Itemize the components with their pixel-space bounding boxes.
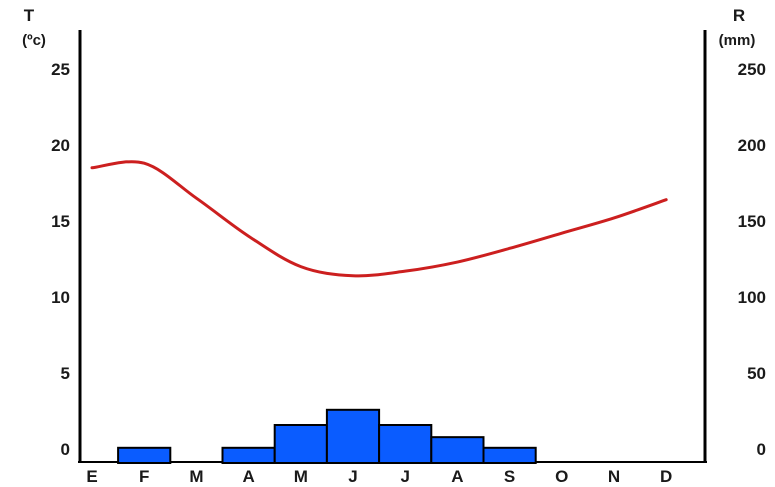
month-label: J xyxy=(348,467,357,486)
month-label: A xyxy=(242,467,254,486)
left-tick-label: 0 xyxy=(61,440,70,459)
month-label: A xyxy=(451,467,463,486)
month-label: M xyxy=(294,467,308,486)
month-label: E xyxy=(86,467,97,486)
right-axis-title: R xyxy=(733,6,745,25)
month-label: D xyxy=(660,467,672,486)
month-label: F xyxy=(139,467,149,486)
left-tick-label: 5 xyxy=(61,364,70,383)
left-tick-label: 15 xyxy=(51,212,70,231)
month-label: N xyxy=(608,467,620,486)
precipitation-bar xyxy=(430,436,485,465)
precipitation-bar xyxy=(221,446,276,464)
precipitation-bar xyxy=(273,424,328,464)
left-axis-title: T xyxy=(24,6,35,25)
right-tick-label: 100 xyxy=(738,288,766,307)
precipitation-bars xyxy=(117,408,537,465)
left-tick-labels: 0 5 10 15 20 25 xyxy=(51,60,70,459)
right-axis-unit: (mm) xyxy=(719,32,756,49)
precipitation-bar xyxy=(482,446,537,464)
right-tick-label: 0 xyxy=(757,440,766,459)
left-tick-label: 25 xyxy=(51,60,70,79)
left-axis-unit: (ºc) xyxy=(22,32,46,49)
month-label: S xyxy=(504,467,515,486)
axes xyxy=(78,30,707,463)
right-tick-label: 150 xyxy=(738,212,766,231)
right-tick-labels: 0 50 100 150 200 250 xyxy=(738,60,766,459)
right-tick-label: 50 xyxy=(747,364,766,383)
precipitation-bar xyxy=(117,446,172,464)
temperature-line xyxy=(90,160,668,278)
precipitation-bar xyxy=(325,408,381,464)
month-label: O xyxy=(555,467,568,486)
precipitation-bar xyxy=(378,424,433,464)
left-tick-label: 20 xyxy=(51,136,70,155)
left-tick-label: 10 xyxy=(51,288,70,307)
month-label: J xyxy=(400,467,409,486)
right-tick-label: 200 xyxy=(738,136,766,155)
month-label: M xyxy=(189,467,203,486)
right-tick-label: 250 xyxy=(738,60,766,79)
